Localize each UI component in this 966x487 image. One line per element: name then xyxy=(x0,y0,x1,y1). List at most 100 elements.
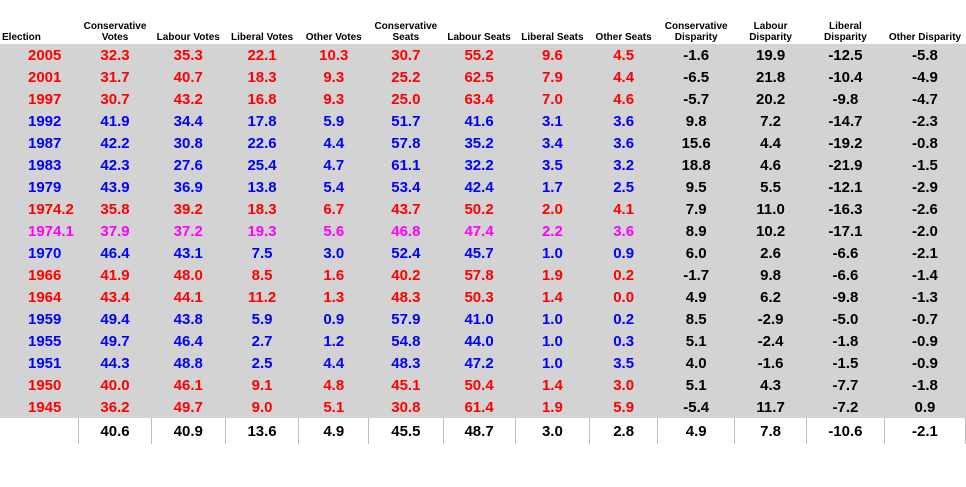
cell-liberal-votes[interactable]: 19.3 xyxy=(225,220,299,242)
cell-conservative-seats[interactable]: 40.2 xyxy=(368,264,444,286)
cell-liberal-disparity[interactable]: -1.8 xyxy=(806,330,885,352)
cell-labour-votes[interactable]: 48.0 xyxy=(151,264,226,286)
cell-other-seats[interactable]: 4.6 xyxy=(589,88,658,110)
cell-labour-votes[interactable]: 30.8 xyxy=(151,132,226,154)
cell-liberal-disparity[interactable]: -14.7 xyxy=(806,110,885,132)
cell-liberal-votes[interactable]: 2.5 xyxy=(225,352,299,374)
total-liberal-votes[interactable]: 13.6 xyxy=(225,418,300,444)
cell-election[interactable]: 2001 xyxy=(0,66,79,88)
cell-labour-votes[interactable]: 36.9 xyxy=(151,176,226,198)
cell-liberal-seats[interactable]: 1.4 xyxy=(515,286,590,308)
cell-labour-disparity[interactable]: 7.2 xyxy=(734,110,807,132)
cell-labour-seats[interactable]: 62.5 xyxy=(443,66,516,88)
cell-other-seats[interactable]: 4.5 xyxy=(589,44,658,66)
cell-liberal-votes[interactable]: 18.3 xyxy=(225,198,299,220)
cell-other-votes[interactable]: 4.7 xyxy=(298,154,369,176)
cell-conservative-votes[interactable]: 43.9 xyxy=(78,176,152,198)
total-conservative-seats[interactable]: 45.5 xyxy=(368,418,444,444)
cell-liberal-disparity[interactable]: -7.7 xyxy=(806,374,885,396)
cell-conservative-votes[interactable]: 42.3 xyxy=(78,154,152,176)
cell-labour-disparity[interactable]: 9.8 xyxy=(734,264,807,286)
cell-conservative-seats[interactable]: 25.0 xyxy=(368,88,444,110)
cell-election[interactable]: 1983 xyxy=(0,154,79,176)
cell-conservative-disparity[interactable]: 15.6 xyxy=(657,132,735,154)
cell-liberal-votes[interactable]: 22.6 xyxy=(225,132,299,154)
cell-other-seats[interactable]: 3.6 xyxy=(589,220,658,242)
cell-liberal-votes[interactable]: 2.7 xyxy=(225,330,299,352)
cell-labour-seats[interactable]: 61.4 xyxy=(443,396,516,418)
cell-labour-disparity[interactable]: 19.9 xyxy=(734,44,807,66)
cell-labour-disparity[interactable]: -2.9 xyxy=(734,308,807,330)
cell-labour-seats[interactable]: 44.0 xyxy=(443,330,516,352)
total-labour-disparity[interactable]: 7.8 xyxy=(734,418,807,444)
cell-other-disparity[interactable]: -4.9 xyxy=(884,66,966,88)
cell-conservative-seats[interactable]: 25.2 xyxy=(368,66,444,88)
cell-other-disparity[interactable]: -2.9 xyxy=(884,176,966,198)
total-other-seats[interactable]: 2.8 xyxy=(589,418,658,444)
header-liberal-votes[interactable]: Liberal Votes xyxy=(225,0,299,44)
cell-liberal-disparity[interactable]: -21.9 xyxy=(806,154,885,176)
cell-conservative-disparity[interactable]: 18.8 xyxy=(657,154,735,176)
cell-labour-seats[interactable]: 55.2 xyxy=(443,44,516,66)
cell-labour-disparity[interactable]: 21.8 xyxy=(734,66,807,88)
cell-election[interactable]: 1951 xyxy=(0,352,79,374)
cell-labour-votes[interactable]: 35.3 xyxy=(151,44,226,66)
cell-liberal-votes[interactable]: 5.9 xyxy=(225,308,299,330)
cell-conservative-disparity[interactable]: 9.8 xyxy=(657,110,735,132)
cell-other-seats[interactable]: 3.5 xyxy=(589,352,658,374)
cell-other-disparity[interactable]: -1.4 xyxy=(884,264,966,286)
cell-labour-votes[interactable]: 40.7 xyxy=(151,66,226,88)
cell-labour-seats[interactable]: 57.8 xyxy=(443,264,516,286)
cell-other-seats[interactable]: 3.6 xyxy=(589,132,658,154)
cell-liberal-seats[interactable]: 2.0 xyxy=(515,198,590,220)
header-other-disparity[interactable]: Other Disparity xyxy=(884,0,966,44)
cell-election[interactable]: 2005 xyxy=(0,44,79,66)
cell-other-disparity[interactable]: -2.0 xyxy=(884,220,966,242)
cell-labour-seats[interactable]: 41.0 xyxy=(443,308,516,330)
cell-liberal-seats[interactable]: 1.0 xyxy=(515,308,590,330)
cell-election[interactable]: 1964 xyxy=(0,286,79,308)
cell-conservative-votes[interactable]: 41.9 xyxy=(78,264,152,286)
cell-conservative-seats[interactable]: 57.9 xyxy=(368,308,444,330)
cell-liberal-votes[interactable]: 18.3 xyxy=(225,66,299,88)
cell-conservative-votes[interactable]: 30.7 xyxy=(78,88,152,110)
cell-liberal-votes[interactable]: 25.4 xyxy=(225,154,299,176)
cell-conservative-seats[interactable]: 51.7 xyxy=(368,110,444,132)
cell-other-disparity[interactable]: -1.3 xyxy=(884,286,966,308)
cell-labour-seats[interactable]: 50.3 xyxy=(443,286,516,308)
cell-liberal-disparity[interactable]: -9.8 xyxy=(806,286,885,308)
header-election[interactable]: Election xyxy=(0,0,79,44)
cell-other-disparity[interactable]: -4.7 xyxy=(884,88,966,110)
cell-labour-seats[interactable]: 32.2 xyxy=(443,154,516,176)
cell-other-disparity[interactable]: -2.3 xyxy=(884,110,966,132)
cell-conservative-disparity[interactable]: 9.5 xyxy=(657,176,735,198)
cell-labour-seats[interactable]: 35.2 xyxy=(443,132,516,154)
cell-liberal-seats[interactable]: 7.0 xyxy=(515,88,590,110)
cell-labour-disparity[interactable]: 11.7 xyxy=(734,396,807,418)
cell-other-votes[interactable]: 1.2 xyxy=(298,330,369,352)
cell-liberal-votes[interactable]: 9.1 xyxy=(225,374,299,396)
cell-labour-votes[interactable]: 49.7 xyxy=(151,396,226,418)
total-liberal-seats[interactable]: 3.0 xyxy=(515,418,591,444)
cell-other-seats[interactable]: 0.2 xyxy=(589,264,658,286)
cell-conservative-votes[interactable]: 32.3 xyxy=(78,44,152,66)
cell-labour-seats[interactable]: 50.2 xyxy=(443,198,516,220)
cell-other-votes[interactable]: 4.4 xyxy=(298,132,369,154)
cell-labour-votes[interactable]: 46.1 xyxy=(151,374,226,396)
header-liberal-disparity[interactable]: Liberal Disparity xyxy=(806,0,885,44)
cell-other-seats[interactable]: 3.2 xyxy=(589,154,658,176)
cell-election[interactable]: 1974.1 xyxy=(0,220,79,242)
cell-conservative-disparity[interactable]: -5.4 xyxy=(657,396,735,418)
cell-other-seats[interactable]: 2.5 xyxy=(589,176,658,198)
header-labour-disparity[interactable]: Labour Disparity xyxy=(734,0,807,44)
cell-liberal-disparity[interactable]: -19.2 xyxy=(806,132,885,154)
header-labour-seats[interactable]: Labour Seats xyxy=(443,0,516,44)
header-conservative-seats[interactable]: Conservative Seats xyxy=(368,0,444,44)
cell-conservative-seats[interactable]: 45.1 xyxy=(368,374,444,396)
cell-other-disparity[interactable]: -0.9 xyxy=(884,352,966,374)
cell-conservative-seats[interactable]: 52.4 xyxy=(368,242,444,264)
cell-liberal-disparity[interactable]: -6.6 xyxy=(806,242,885,264)
cell-conservative-disparity[interactable]: 8.5 xyxy=(657,308,735,330)
cell-other-seats[interactable]: 4.4 xyxy=(589,66,658,88)
cell-conservative-disparity[interactable]: 8.9 xyxy=(657,220,735,242)
